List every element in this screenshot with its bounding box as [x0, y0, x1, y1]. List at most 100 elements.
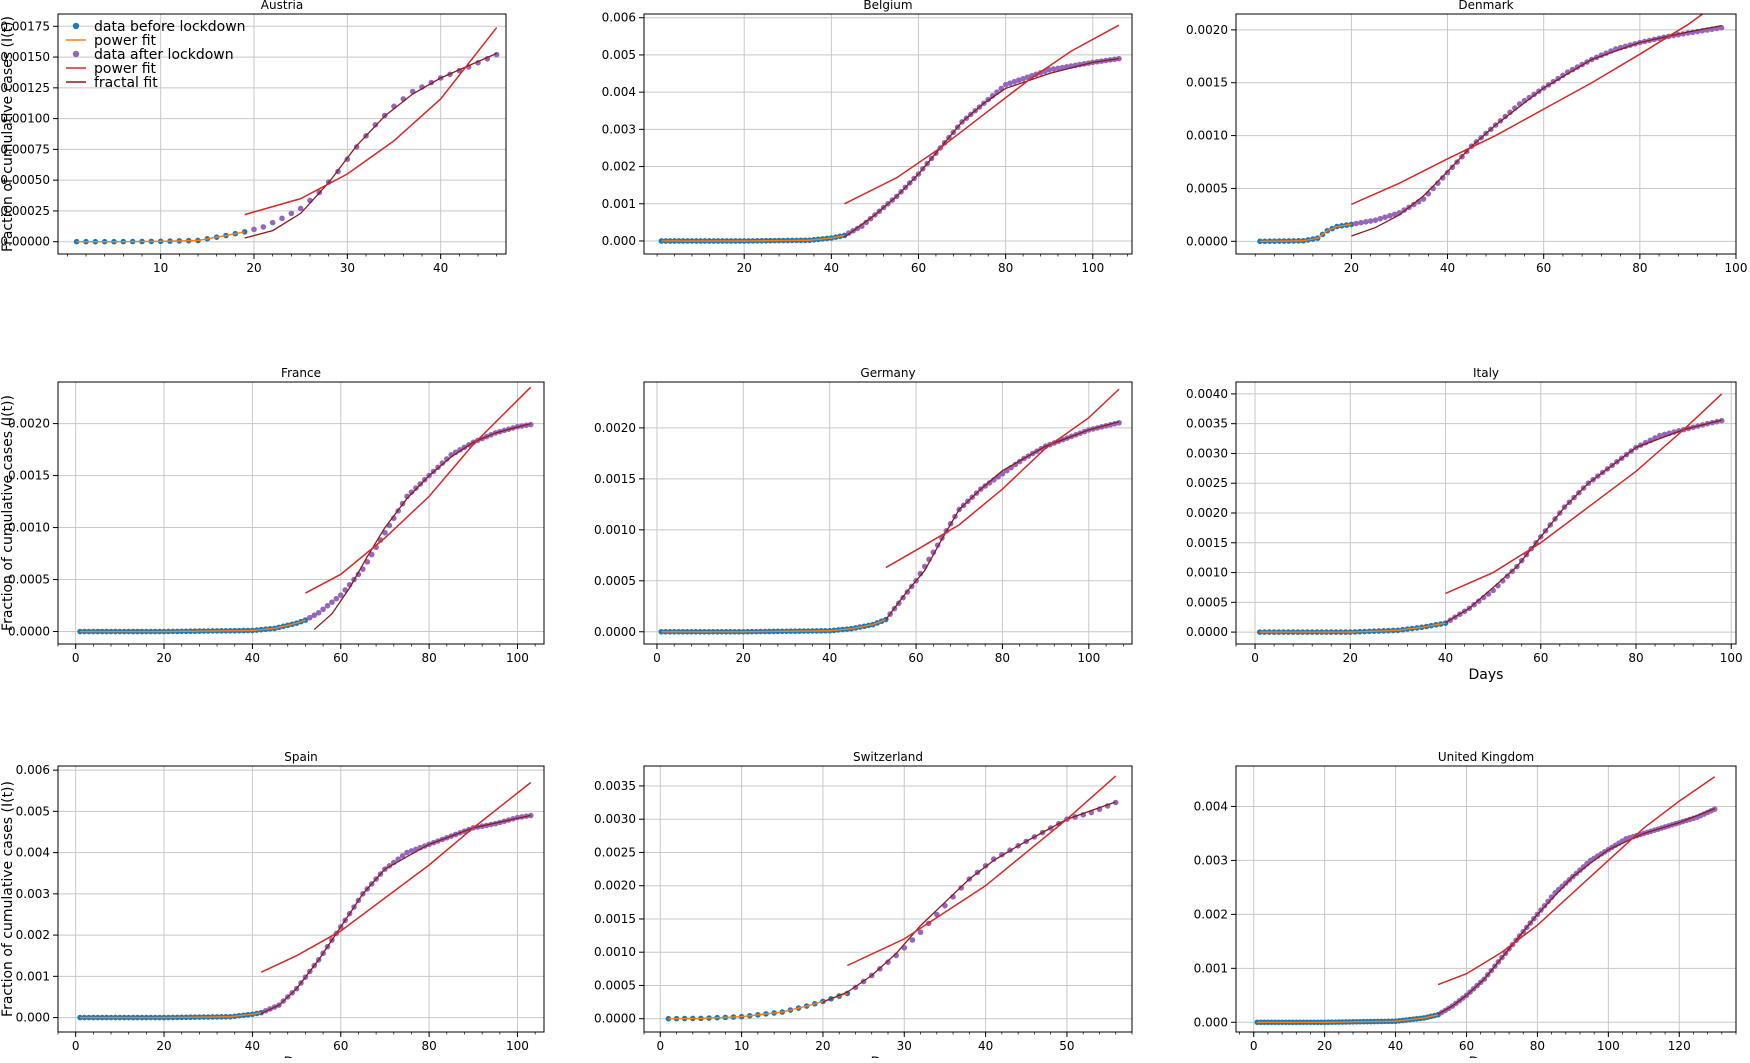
data-point-after [320, 606, 326, 613]
y-tick-label: 0.0000 [1186, 625, 1228, 639]
data-point-after [1476, 598, 1482, 604]
y-tick-label: 0.001 [1194, 961, 1228, 975]
y-tick-label: 0.001 [16, 969, 50, 983]
x-tick-label: 80 [998, 261, 1013, 275]
panel-spain: 0 20 40 60 80 100 0.000 0.001 0.002 0.003 0.004 0.0… [0, 750, 545, 1063]
plot-area [1257, 393, 1725, 635]
y-tick-label: 0.0015 [8, 469, 50, 483]
data-point-after [408, 489, 415, 496]
power-fit-before-line [1259, 622, 1446, 633]
x-tick-label: 20 [1317, 1039, 1332, 1053]
x-tick-label: 0 [653, 651, 661, 665]
x-tick-label: 20 [736, 651, 751, 665]
panel-title: United Kingdom [1438, 750, 1534, 764]
y-tick-label: 0.0010 [594, 523, 636, 537]
data-point-after [1559, 883, 1566, 890]
power-fit-after-line [305, 386, 532, 594]
data-point-after [909, 937, 916, 943]
x-tick-label: 20 [156, 1039, 171, 1053]
x-tick-label: 100 [1597, 1039, 1620, 1053]
data-point-after [1002, 81, 1009, 88]
data-point-after [1541, 902, 1548, 909]
data-point-after [1050, 66, 1057, 72]
y-tick-label: 0.0000 [594, 625, 636, 639]
y-tick-label: 0.006 [602, 11, 636, 25]
data-point-after [1504, 573, 1511, 579]
x-tick-label: 40 [824, 261, 839, 275]
x-tick-label: 20 [1344, 261, 1359, 275]
x-tick-label: 60 [1459, 1039, 1474, 1053]
plot-area [658, 24, 1122, 244]
x-tick-label: 20 [1343, 651, 1358, 665]
y-tick-label: 0.002 [602, 160, 636, 174]
y-tick-label: 0.0005 [594, 978, 636, 992]
y-tick-label: 0.0020 [1186, 23, 1228, 37]
data-point-after [260, 224, 267, 230]
y-tick-label: 0.0015 [1186, 76, 1228, 90]
y-tick-label: 0.0010 [1186, 566, 1228, 580]
data-point-after [444, 456, 450, 462]
panel-title: Germany [860, 366, 915, 380]
y-axis-label: Fraction of cumulative cases (I(t)) [0, 781, 16, 1017]
legend-entry: fractal fit [94, 75, 158, 91]
x-tick-label: 100 [506, 651, 529, 665]
power-fit-before-line [661, 618, 887, 633]
plot-area [658, 388, 1122, 635]
y-tick-label: 0.004 [16, 846, 50, 860]
y-axis-label: Fraction of cumulative cases (I(t)) [0, 395, 16, 631]
data-point-before [73, 238, 80, 245]
panel-united-kingdom: 0 20 40 60 80 100 120 0.000 0.001 0.002 0.003 0.004… [1194, 750, 1737, 1063]
x-tick-label: 40 [1438, 651, 1453, 665]
axes-frame [643, 381, 1133, 645]
power-fit-before-line [80, 619, 306, 633]
y-tick-label: 0.002 [1194, 907, 1228, 921]
y-tick-label: 0.000 [1194, 1015, 1228, 1029]
power-fit-before-line [1260, 223, 1352, 243]
y-tick-label: 0.00150 [0, 50, 50, 64]
power-fit-after-line [885, 388, 1120, 569]
data-point-after [439, 460, 446, 466]
data-point-after [885, 959, 891, 965]
legend-entry: power fit [94, 61, 157, 77]
data-point-after [408, 848, 415, 854]
x-tick-label: 80 [421, 651, 436, 665]
power-fit-after-line [847, 775, 1117, 967]
x-tick-label: 0 [1250, 1039, 1258, 1053]
legend-entry: power fit [94, 33, 157, 49]
data-point-after [989, 93, 996, 99]
plot-area [1257, 14, 1725, 245]
y-tick-label: 0.002 [16, 928, 50, 942]
panel-switzerland: 0 10 20 30 40 50 0.0000 0.0005 0.0010 0.0015 0.002… [594, 750, 1133, 1063]
power-fit-after-line [260, 781, 532, 973]
data-point-after [1024, 74, 1031, 81]
data-point-after [917, 570, 924, 577]
data-point-after [1046, 67, 1053, 73]
legend-marker-before [72, 22, 80, 30]
data-point-after [859, 223, 865, 229]
data-point-after [1116, 419, 1122, 426]
plot-area [77, 781, 534, 1021]
x-tick-label: 60 [908, 651, 923, 665]
data-point-after [269, 219, 276, 226]
data-point-after [1363, 219, 1369, 225]
data-point-after [1580, 864, 1587, 870]
data-point-after [1059, 64, 1066, 71]
data-point-after [1526, 94, 1533, 101]
plot-area [1254, 776, 1718, 1026]
x-tick-label: 30 [340, 261, 355, 275]
x-axis-label: Days [1469, 667, 1504, 683]
y-tick-label: 0.00050 [0, 173, 50, 187]
y-tick-label: 0.0035 [1186, 417, 1228, 431]
data-point-after [493, 51, 500, 58]
x-tick-label: 20 [815, 1039, 830, 1053]
data-point-after [311, 612, 318, 619]
y-tick-label: 0.000 [602, 234, 636, 248]
y-tick-label: 0.005 [602, 48, 636, 62]
x-tick-label: 0 [72, 1039, 80, 1053]
y-tick-label: 0.00000 [0, 235, 50, 249]
data-point-after [404, 849, 410, 856]
panel-title: Switzerland [853, 750, 923, 764]
panel-france: 0 20 40 60 80 100 0.0000 0.0005 0.0010 0.0015 0.00… [0, 366, 545, 665]
x-tick-label: 80 [1632, 261, 1647, 275]
